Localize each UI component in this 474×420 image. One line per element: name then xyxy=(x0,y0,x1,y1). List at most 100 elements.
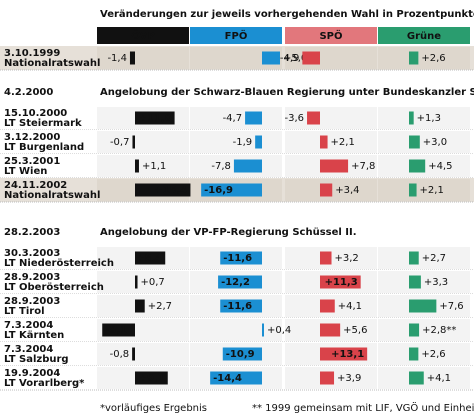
chart-title: Veränderungen zur jeweils vorhergehenden… xyxy=(100,9,474,20)
value-label: +4,1 xyxy=(338,301,362,312)
bar xyxy=(320,323,341,337)
column-header-bg xyxy=(190,27,282,44)
bar xyxy=(409,159,426,173)
cell-bg xyxy=(190,47,282,69)
bar xyxy=(255,135,262,149)
value-label: +2,7 xyxy=(148,301,172,312)
value-label: -11,6 xyxy=(223,301,252,312)
bar xyxy=(135,299,145,313)
value-label: +0,7 xyxy=(141,277,165,288)
column-header: SPÖ xyxy=(319,28,342,42)
column-header-bg xyxy=(97,27,189,44)
column-header: Grüne xyxy=(407,31,441,42)
value-label: -16,9 xyxy=(204,185,233,196)
bar xyxy=(320,275,361,289)
bar xyxy=(320,135,328,149)
value-label: +1,1 xyxy=(142,161,166,172)
row-label: LT Vorarlberg* xyxy=(4,378,85,389)
cell-bg xyxy=(97,131,189,153)
bar xyxy=(320,347,368,361)
value-label: +2,6 xyxy=(421,53,445,64)
row-date: 25.3.2001 xyxy=(4,156,60,167)
value-label: +3,4 xyxy=(335,185,359,196)
value-label: +3,9 xyxy=(337,373,361,384)
annotation-text: Angelobung der Schwarz-Blauen Regierung … xyxy=(100,87,474,98)
cell-bg xyxy=(378,271,470,293)
row-date: 3.12.2000 xyxy=(4,132,60,143)
bar xyxy=(409,51,419,65)
bar xyxy=(218,275,262,289)
bar xyxy=(262,323,264,337)
cell-bg xyxy=(190,319,282,341)
bar xyxy=(409,275,421,289)
value-label: +3,2 xyxy=(335,253,359,264)
value-label: -4,7 xyxy=(223,113,243,124)
bar xyxy=(102,323,135,337)
row-label: LT Tirol xyxy=(4,306,45,317)
cell-bg xyxy=(378,107,470,129)
bar xyxy=(409,135,420,149)
value-label: +15,4 xyxy=(154,185,187,196)
row-label: LT Niederösterreich xyxy=(4,258,114,269)
footnote: *vorläufiges Ergebnis xyxy=(100,403,207,414)
cell-bg xyxy=(378,343,470,365)
value-label: +11,3 xyxy=(325,277,358,288)
value-label: -9,1 xyxy=(105,325,127,336)
bar xyxy=(307,111,320,125)
value-label: -7,8 xyxy=(211,161,231,172)
bar xyxy=(409,251,419,265)
value-label: +2,8** xyxy=(422,325,456,336)
row-label: LT Kärnten xyxy=(4,330,64,341)
cell-bg xyxy=(378,47,470,69)
cell-bg xyxy=(97,343,189,365)
bar xyxy=(409,323,420,337)
bar xyxy=(129,51,135,65)
column-header-bg xyxy=(378,27,470,44)
bar xyxy=(135,275,138,289)
bar xyxy=(320,159,349,173)
value-label: +3,0 xyxy=(423,137,447,148)
value-label: +2,1 xyxy=(331,137,355,148)
bar xyxy=(302,51,320,65)
row-date: 7.3.2004 xyxy=(4,344,53,355)
value-label: -14,4 xyxy=(213,373,242,384)
value-label: +8,4 xyxy=(136,253,162,264)
footnote: ** 1999 gemeinsam mit LIF, VGÖ und Einhe… xyxy=(252,401,474,414)
value-label: -3,6 xyxy=(285,113,305,124)
bar xyxy=(245,111,262,125)
cell-bg xyxy=(378,367,470,389)
bar xyxy=(409,299,437,313)
value-label: +9,1 xyxy=(139,373,165,384)
bar xyxy=(220,299,262,313)
row-label: LT Wien xyxy=(4,166,47,177)
row-date: 30.3.2003 xyxy=(4,248,60,259)
value-label: -0,8 xyxy=(110,349,130,360)
value-label: +5,0 xyxy=(283,53,307,64)
row-date: 19.9.2004 xyxy=(4,368,60,379)
bar xyxy=(409,183,417,197)
cell-bg xyxy=(97,271,189,293)
row-date: 3.10.1999 xyxy=(4,48,60,59)
value-label: -0,7 xyxy=(110,137,130,148)
row-label: LT Salzburg xyxy=(4,354,69,365)
row-label: Nationalratswahl xyxy=(4,190,100,201)
bar xyxy=(262,51,280,65)
bar xyxy=(320,251,332,265)
bar xyxy=(135,371,168,385)
value-label: +7,8 xyxy=(351,161,375,172)
bar xyxy=(233,159,262,173)
row-date: 28.9.2003 xyxy=(4,296,60,307)
row-date: 28.9.2003 xyxy=(4,272,60,283)
bar xyxy=(320,299,335,313)
value-label: -11,6 xyxy=(223,253,252,264)
column-header: FPÖ xyxy=(225,28,248,42)
value-label: +7,6 xyxy=(439,301,463,312)
value-label: +0,4 xyxy=(267,325,291,336)
cell-bg xyxy=(378,131,470,153)
row-label: LT Oberösterreich xyxy=(4,282,104,293)
column-header-bg xyxy=(285,27,377,44)
bar xyxy=(135,183,191,197)
value-label: +5,6 xyxy=(343,325,367,336)
row-label: Nationalratswahl xyxy=(4,58,100,69)
